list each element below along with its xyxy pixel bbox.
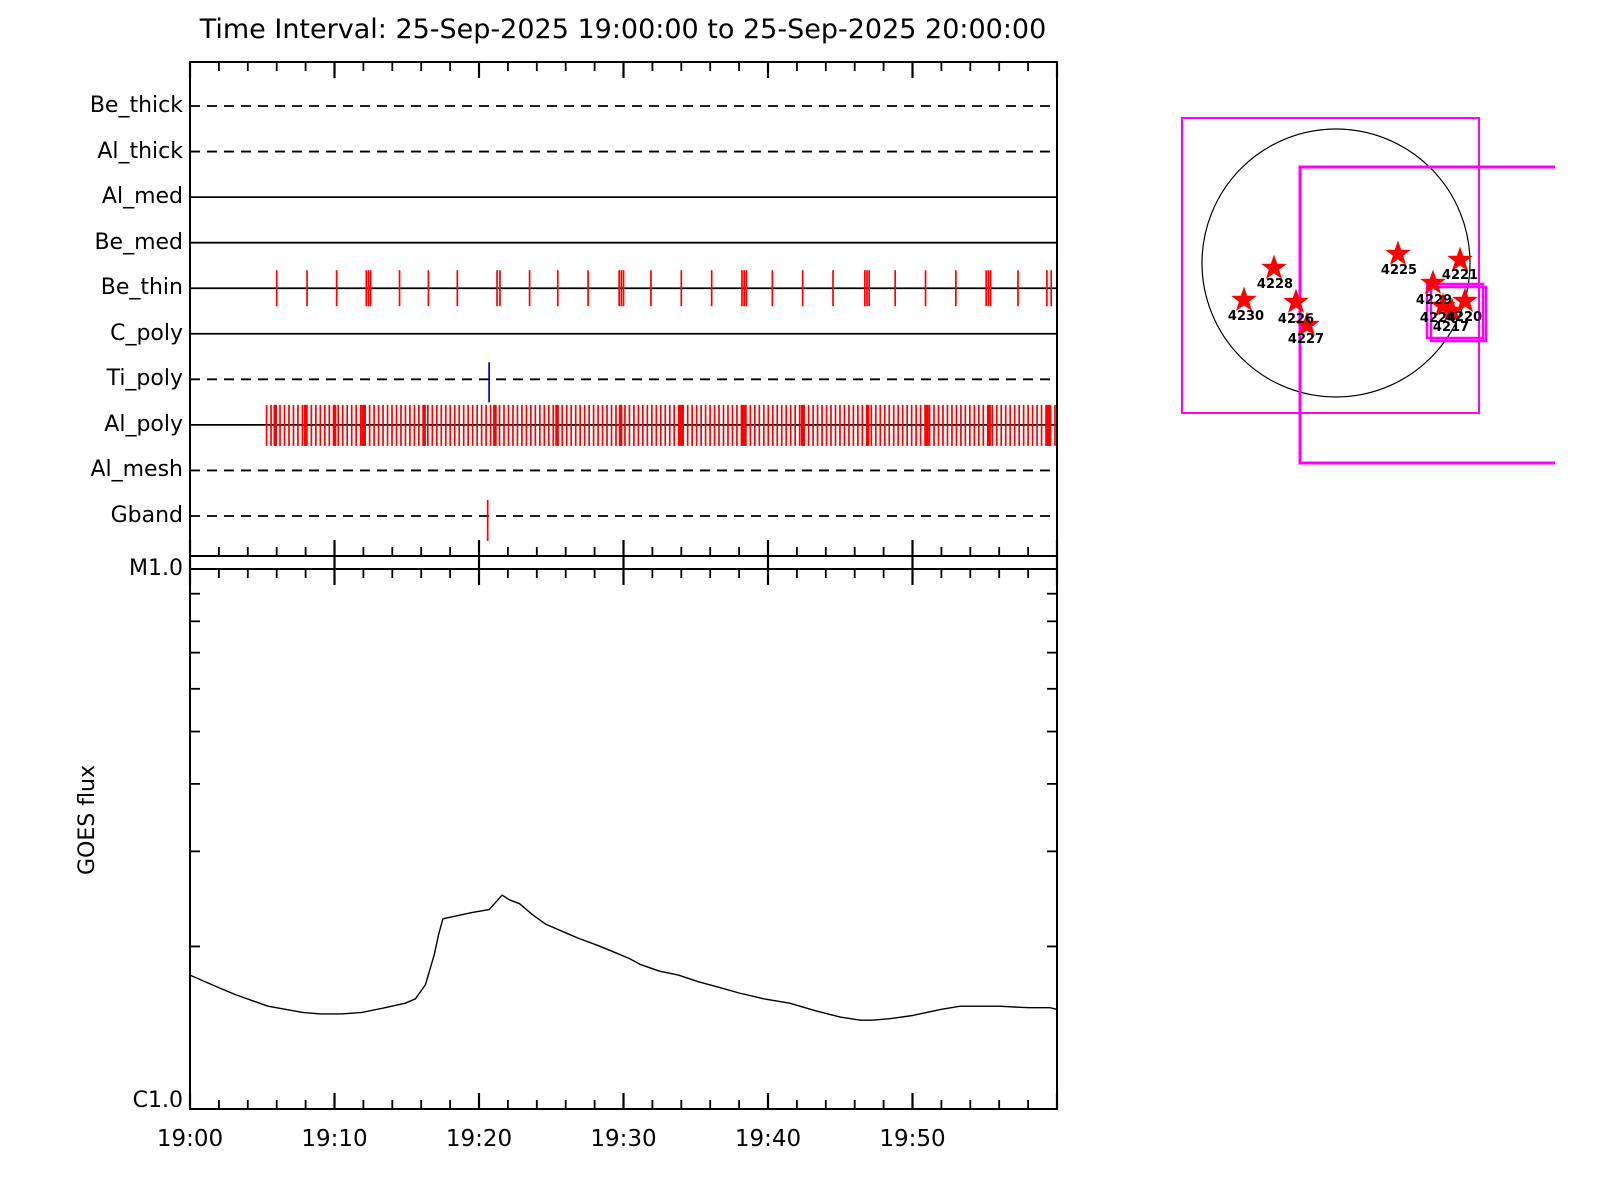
active-region-star-4225 — [1385, 240, 1411, 265]
active-region-label-4229: 4229 — [1415, 293, 1453, 308]
goes-y-axis-title: GOES flux — [75, 764, 100, 876]
active-region-label-4217: 4217 — [1432, 320, 1470, 335]
filter-label-Be_thick: Be_thick — [89, 93, 183, 118]
xrt-panel-border — [189, 61, 1058, 557]
active-region-label-4230: 4230 — [1227, 309, 1265, 324]
x-axis-label-19:20: 19:20 — [445, 1126, 513, 1152]
active-region-star-4220 — [1452, 287, 1478, 312]
filter-label-Al_mesh: Al_mesh — [90, 457, 183, 483]
filter-label-Be_thin: Be_thin — [100, 275, 183, 301]
active-region-label-4225: 4225 — [1380, 263, 1418, 278]
filter-label-Ti_poly: Ti_poly — [106, 366, 183, 392]
fov-box — [1429, 285, 1488, 343]
active-region-label-4227: 4227 — [1287, 332, 1325, 347]
filter-label-Al_thick: Al_thick — [97, 138, 183, 164]
goes-flux-curve — [189, 894, 1058, 1021]
filter-label-Be_med: Be_med — [94, 229, 183, 255]
active-region-star-4221 — [1447, 246, 1473, 271]
filter-label-C_poly: C_poly — [110, 320, 183, 346]
goes-y-top-label: M1.0 — [129, 556, 183, 581]
goes-panel-border — [189, 568, 1058, 1110]
fov-box — [1181, 117, 1480, 414]
x-axis-label-19:50: 19:50 — [879, 1126, 946, 1152]
active-region-label-4220: 4220 — [1445, 310, 1483, 325]
x-axis-label-19:10: 19:10 — [301, 1126, 368, 1152]
x-axis-label-19:00: 19:00 — [156, 1126, 224, 1152]
active-region-star-4229 — [1420, 269, 1446, 294]
active-region-label-4224: 4224 — [1419, 311, 1457, 326]
solar-limb-circle — [1201, 128, 1471, 398]
active-region-star-4230 — [1231, 286, 1257, 311]
active-region-label-4228: 4228 — [1256, 277, 1294, 292]
goes-y-bottom-label: C1.0 — [132, 1088, 183, 1113]
fov-box — [1425, 282, 1485, 340]
filter-label-Gband: Gband — [110, 503, 183, 528]
active-region-label-4221: 4221 — [1441, 268, 1479, 283]
filter-label-Al_med: Al_med — [101, 184, 183, 210]
plot-title: Time Interval: 25-Sep-2025 19:00:00 to 2… — [199, 14, 1047, 45]
filter-label-Al_poly: Al_poly — [104, 411, 183, 437]
active-region-star-4228 — [1261, 254, 1287, 279]
active-region-star-4226 — [1283, 288, 1309, 313]
active-region-label-4226: 4226 — [1277, 312, 1315, 327]
fov-box-open-right — [1298, 165, 1555, 465]
x-axis-label-19:30: 19:30 — [590, 1126, 657, 1152]
active-region-star-4227 — [1294, 311, 1320, 336]
active-region-star-4217 — [1439, 297, 1465, 322]
x-axis-label-19:40: 19:40 — [734, 1126, 802, 1152]
